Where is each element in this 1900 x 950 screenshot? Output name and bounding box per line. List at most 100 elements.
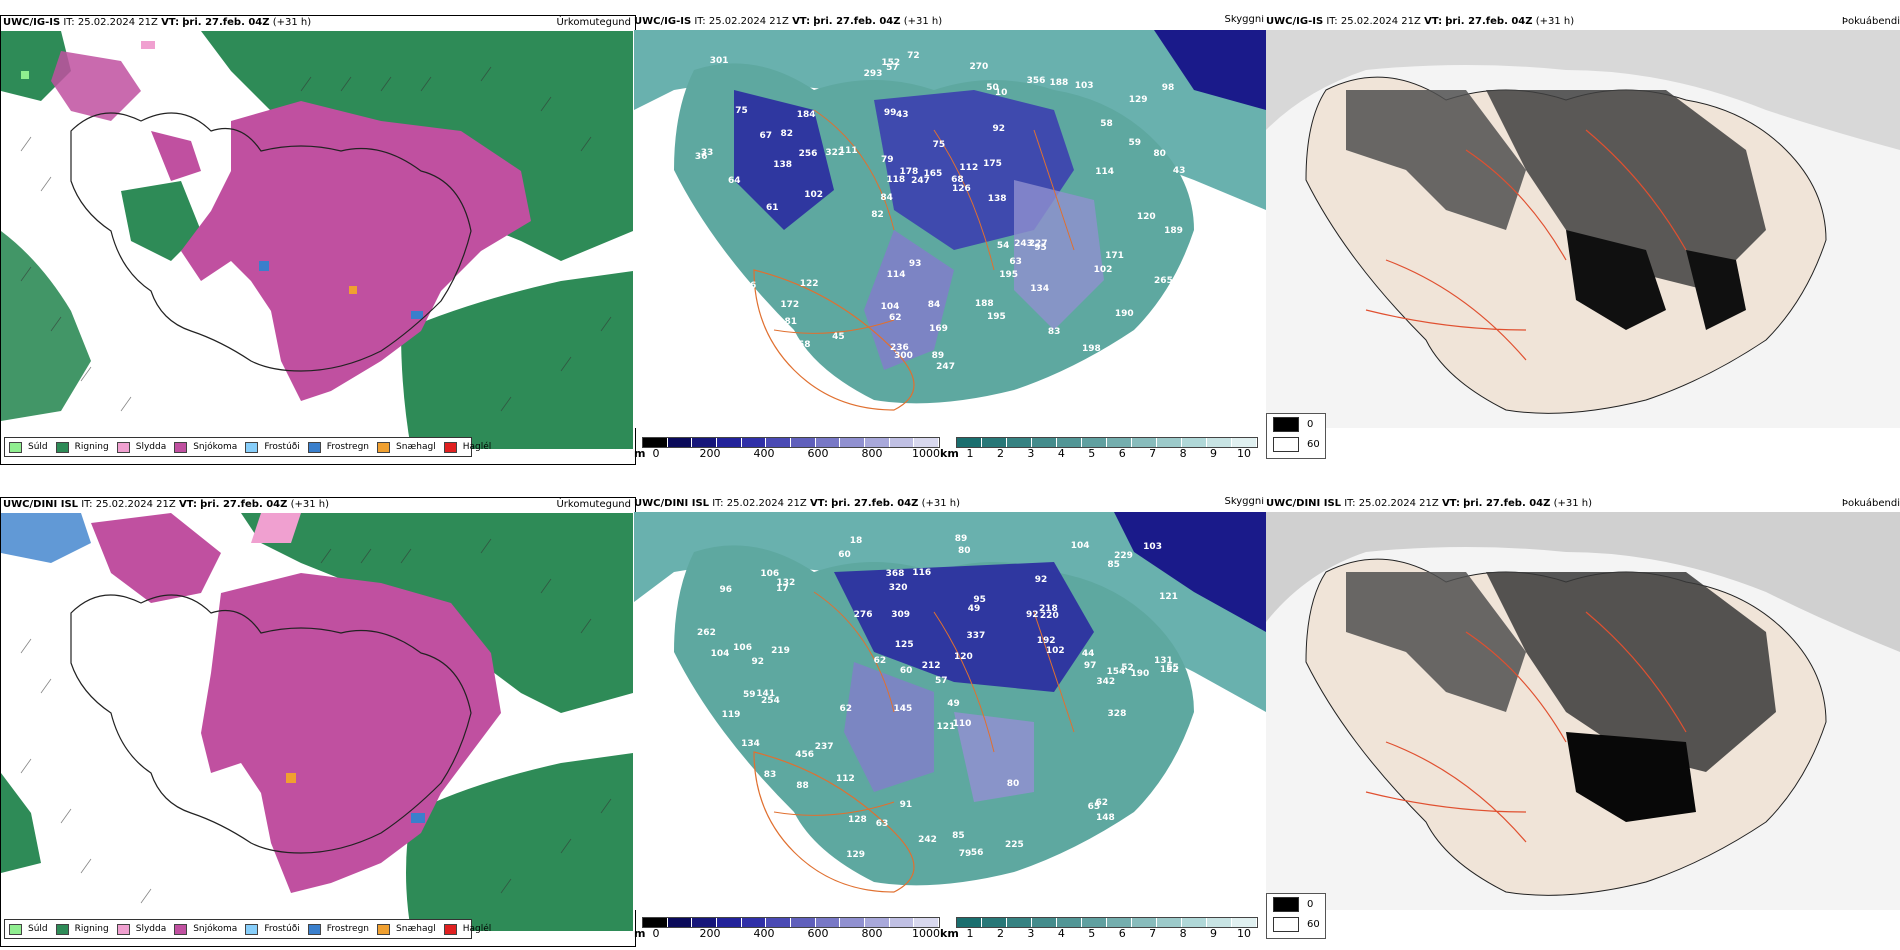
scale-tick-label: 0 <box>652 447 660 460</box>
cloud-base-label: 98 <box>1161 83 1175 94</box>
cloud-base-label: 85 <box>1107 559 1120 570</box>
scale-swatch <box>914 918 940 927</box>
scale-tick-label: 4 <box>1057 927 1065 940</box>
cloud-base-label: 225 <box>1005 840 1024 851</box>
scale-swatch <box>914 438 940 447</box>
cloud-base-label: 154 <box>1106 666 1126 677</box>
cloud-base-label: 148 <box>1096 813 1115 824</box>
cloud-base-label: 247 <box>911 176 930 187</box>
cloud-base-label: 111 <box>838 146 858 157</box>
ceiling-scale: m 0 200 400 600 800 1000 <box>634 437 940 461</box>
it-label: IT: <box>694 16 706 27</box>
scale-tick-label: 600 <box>807 447 829 460</box>
scale-swatch <box>1132 438 1157 447</box>
cloud-base-label: 91 <box>899 799 913 810</box>
cloud-base-label: 58 <box>1100 118 1113 129</box>
cloud-base-label: 301 <box>709 55 729 66</box>
cloud-base-label: 171 <box>1105 250 1124 261</box>
cloud-base-label: 102 <box>1093 264 1113 275</box>
scale-swatch <box>1207 918 1232 927</box>
visibility-scale-bar <box>956 917 1258 928</box>
cloud-panel-bottom: UWC/DINI ISL IT: 25.02.2024 21Z VT: þri.… <box>634 497 1266 945</box>
cloud-base-label: 121 <box>730 287 749 298</box>
cloud-base-label: 309 <box>891 610 910 621</box>
cloud-base-label: 36 <box>694 152 708 163</box>
scale-tick-label: 200 <box>699 447 721 460</box>
fog-legend-top: 0 <box>1307 898 1314 910</box>
it-label: IT: <box>712 498 724 509</box>
cloud-base-label: 64 <box>727 176 741 187</box>
cloud-base-label: 84 <box>880 192 893 203</box>
scale-tick-label: 800 <box>861 447 883 460</box>
scale-tick-label: 4 <box>1057 447 1065 460</box>
cloud-base-label: 60 <box>899 665 913 676</box>
fog-legend-row: 0 <box>1273 414 1325 434</box>
cloud-base-label: 17 <box>776 583 789 594</box>
scale-swatch <box>889 438 915 447</box>
cloud-base-label: 152 <box>1159 665 1179 676</box>
cloud-base-label: 134 <box>1120 344 1140 355</box>
legend-swatch <box>174 923 188 935</box>
scale-tick-label: 7 <box>1149 447 1157 460</box>
legend-swatch <box>55 923 69 935</box>
cloud-base-label: 63 <box>1009 257 1022 268</box>
cloud-base-label: 49 <box>967 604 981 615</box>
scale-swatch <box>1082 918 1107 927</box>
legend-swatch <box>116 923 130 935</box>
ceiling-scale-bar <box>642 917 940 928</box>
cloud-base-label: 125 <box>894 639 914 650</box>
cloud-base-label: 84 <box>927 299 941 310</box>
cloud-number-layer: 134 64 129 82 92 188 99 75 16 111 103 81 43 112 95 75 57… <box>634 30 1266 428</box>
cloud-base-label: 50 <box>986 83 999 94</box>
cloud-base-label: 62 <box>1095 797 1109 808</box>
cloud-base-label: 103 <box>1074 80 1094 91</box>
cloud-base-label: 121 <box>1159 591 1178 602</box>
cloud-base-label: 118 <box>886 174 906 185</box>
scale-swatch <box>692 438 718 447</box>
cloud-base-label: 129 <box>846 849 866 860</box>
panel-title: Þokuábendi <box>1841 16 1900 27</box>
legend-item: Súld <box>9 923 48 935</box>
cloud-base-label: 368 <box>885 569 905 579</box>
scale-swatch <box>1207 438 1232 447</box>
it-value: 25.02.2024 21Z <box>77 17 158 28</box>
vt-value: þri. 27.feb. 04Z <box>1463 498 1551 509</box>
ceiling-scale-bar <box>642 437 940 448</box>
fog-legend: 0 60 <box>1266 413 1326 459</box>
scale-tick-label: 200 <box>699 927 721 940</box>
scale-swatch <box>1157 438 1182 447</box>
cloud-base-label: 128 <box>847 814 867 825</box>
cloud-base-label: 337 <box>966 631 986 642</box>
panel-title: Þokuábendi <box>1841 498 1900 509</box>
vt-value: þri. 27.feb. 04Z <box>813 16 901 27</box>
cloud-base-label: 110 <box>952 718 972 729</box>
legend-swatch <box>443 923 457 935</box>
cloud-base-label: 92 <box>751 656 765 667</box>
cloud-base-label: 49 <box>947 698 960 709</box>
legend-label: Haglél <box>462 442 492 452</box>
panel-title: Úrkomutegund <box>556 17 631 28</box>
cloud-base-label: 62 <box>889 313 902 324</box>
model-name: UWC/DINI ISL <box>3 499 79 510</box>
ceiling-scale: m 0 200 400 600 800 1000 <box>634 917 940 941</box>
cloud-base-label: 184 <box>796 109 816 120</box>
cloud-base-label: 256 <box>798 149 818 159</box>
precip-type-legend: Súld Rigning Slydda Snjókoma Frostúði Fr… <box>4 437 491 457</box>
scale-tick-label: 2 <box>996 927 1004 940</box>
cloud-base-label: 242 <box>918 835 937 846</box>
scale-swatch <box>741 918 767 927</box>
legend-swatch <box>9 441 22 453</box>
cloud-base-label: 104 <box>710 648 730 659</box>
scale-swatch <box>815 438 841 447</box>
ceiling-unit: m <box>634 927 646 940</box>
cloud-base-label: 198 <box>1082 343 1101 354</box>
legend-item: Snjókoma <box>174 923 237 935</box>
legend-label: Slydda <box>135 924 167 934</box>
cloud-base-label: 54 <box>996 241 1010 251</box>
scale-tick-label: 6 <box>1118 447 1126 460</box>
scale-tick-label: 10 <box>1237 927 1251 940</box>
fog-legend-bottom: 60 <box>1307 438 1320 450</box>
scale-swatch <box>1032 438 1057 447</box>
legend-item: Snjókoma <box>174 441 237 453</box>
it-value: 25.02.2024 21Z <box>708 16 789 27</box>
